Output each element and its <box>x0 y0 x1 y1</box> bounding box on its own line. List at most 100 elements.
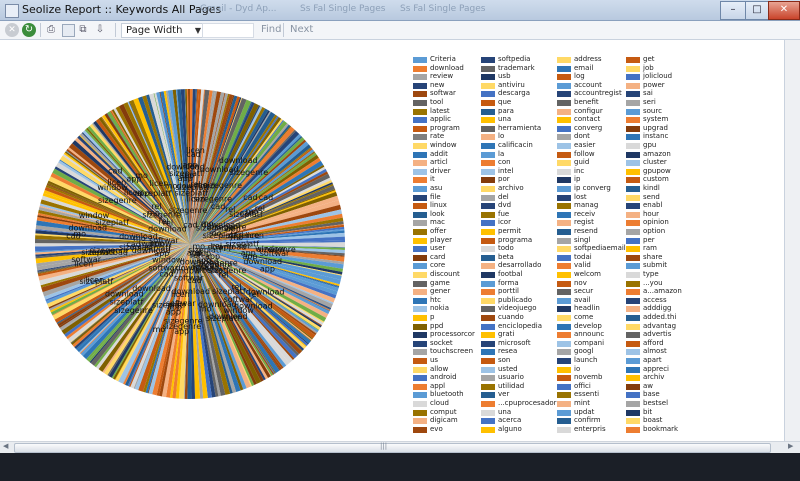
refresh-icon[interactable]: ↻ <box>22 23 36 37</box>
stop-icon[interactable]: ✕ <box>5 23 19 37</box>
legend-swatch <box>481 203 495 210</box>
pie-slice <box>190 244 295 360</box>
legend-item: type <box>626 270 696 280</box>
pie-slice <box>190 171 329 244</box>
legend-item: por <box>481 175 551 185</box>
legend-label: announc <box>574 330 605 339</box>
pie-label: mo <box>133 234 146 243</box>
pie-label: sizegenre <box>98 196 137 205</box>
pie-slice <box>92 122 190 244</box>
pie-slice <box>190 152 316 244</box>
pie-label: licen <box>186 195 205 204</box>
toolbar-separator <box>40 23 41 37</box>
pie-slice <box>107 111 190 244</box>
pie-slice <box>190 107 266 244</box>
pie-slice <box>34 243 190 247</box>
scroll-left-icon[interactable]: ◀ <box>3 442 9 450</box>
pie-label: download <box>209 312 248 321</box>
legend-label: antiviru <box>498 80 525 89</box>
legend-item: usted <box>481 364 551 375</box>
vertical-scrollbar[interactable] <box>785 40 800 441</box>
legend-label: dvd <box>498 201 512 210</box>
legend-item: player <box>413 236 483 246</box>
legend-item: ...cpuprocesador <box>481 399 557 409</box>
pie-slice <box>190 244 307 347</box>
pie-label: sizeplatf <box>175 188 209 197</box>
pie-label: sizeplatf <box>188 245 222 254</box>
pie-slice <box>142 95 190 244</box>
minimize-button[interactable]: – <box>720 1 746 20</box>
pie-slice <box>172 89 190 244</box>
pie-slice <box>101 116 190 244</box>
pie-slice <box>46 244 191 308</box>
pie-slice <box>118 104 190 244</box>
legend-swatch <box>481 57 495 63</box>
legend-label: game <box>430 278 450 287</box>
legend-swatch <box>481 151 495 158</box>
horizontal-scrollbar[interactable]: ◀ ||| ▶ <box>0 441 800 453</box>
page-icon[interactable] <box>62 24 75 37</box>
pie-slice <box>94 244 190 368</box>
pie-slice <box>80 244 190 356</box>
find-input[interactable] <box>202 23 254 38</box>
pie-slice <box>49 244 190 311</box>
pie-slice <box>190 119 284 244</box>
pie-slice <box>190 244 266 381</box>
scroll-right-icon[interactable]: ▶ <box>788 442 794 450</box>
pie-label: softwar <box>260 249 290 258</box>
legend-label: lost <box>574 192 587 201</box>
pie-slice <box>190 244 290 366</box>
pie-slice <box>190 204 342 244</box>
scrollbar-thumb[interactable] <box>14 443 771 453</box>
legend-label: ...you <box>643 278 663 287</box>
pie-label: download <box>119 232 158 241</box>
legend-item: enabl <box>626 201 696 211</box>
legend-label: file <box>430 192 441 201</box>
pie-slice <box>86 244 190 361</box>
two-pages-icon[interactable]: ⧉ <box>79 24 87 35</box>
legend-item: offer <box>413 227 483 237</box>
pie-label: cad <box>240 209 254 218</box>
pie-slice <box>190 116 279 244</box>
legend-swatch <box>626 246 640 253</box>
pie-label: app <box>219 242 234 251</box>
pie-slice <box>190 151 315 244</box>
legend-swatch <box>557 237 571 244</box>
maximize-button[interactable]: □ <box>745 1 769 20</box>
pie-slice <box>190 244 319 333</box>
legend-item: confirm <box>557 416 627 426</box>
legend-label: benefit <box>574 98 599 106</box>
legend-item: avail <box>557 296 627 306</box>
legend-label: aw <box>643 381 654 390</box>
legend-label: articl <box>430 158 448 167</box>
legend-label: forma <box>498 278 519 287</box>
pie-label: sizeplatf <box>110 298 144 307</box>
pie-label: rel <box>190 180 200 189</box>
legend-label: usted <box>498 364 518 373</box>
legend-swatch <box>626 91 640 98</box>
legend-item: archiv <box>626 373 696 383</box>
pie-slice <box>190 89 205 244</box>
legend-item: tool <box>413 98 483 108</box>
pie-slice <box>190 244 247 390</box>
next-button[interactable]: Next <box>290 24 314 35</box>
legend-item: nov <box>557 279 627 289</box>
close-button[interactable]: ✕ <box>768 1 800 20</box>
legend-label: mint <box>574 399 590 407</box>
legend-label: ip <box>574 175 581 184</box>
legend-label: offici <box>574 381 591 390</box>
find-button[interactable]: Find <box>261 24 282 35</box>
legend-label: enterpris <box>574 424 606 433</box>
pie-slice <box>190 244 305 351</box>
pie-label: mo <box>73 230 86 239</box>
pie-slice <box>84 128 190 244</box>
legend-swatch <box>413 263 427 270</box>
print-icon[interactable]: ⎙ <box>47 24 55 35</box>
zoom-select[interactable]: Page Width ▼ <box>121 23 205 38</box>
legend-item: download <box>413 64 483 74</box>
export-icon[interactable]: ⇩ <box>95 24 105 35</box>
legend-swatch <box>626 375 640 382</box>
pie-label: app <box>260 264 275 273</box>
pie-label: download <box>176 264 215 273</box>
pie-label: window <box>224 306 255 315</box>
